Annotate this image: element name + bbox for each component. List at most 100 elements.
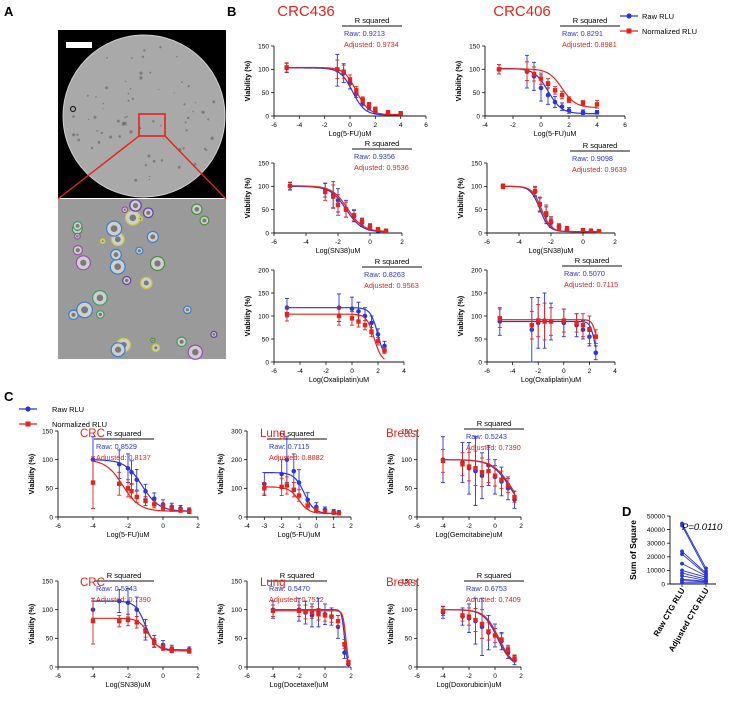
y-tick-label: 0 bbox=[408, 664, 412, 671]
y-axis-label: Viability (%) bbox=[456, 295, 465, 336]
raw-r-squared: Raw: 0.9356 bbox=[354, 152, 395, 161]
normalized-data-point bbox=[341, 69, 346, 74]
normalized-data-point bbox=[369, 329, 374, 335]
raw-data-point bbox=[369, 320, 374, 326]
dish-speck bbox=[212, 100, 216, 104]
normalized-data-point bbox=[532, 188, 538, 194]
dish-speck bbox=[116, 119, 120, 123]
dish-speck bbox=[149, 71, 152, 74]
normalized-data-point bbox=[335, 202, 341, 208]
x-tick-label: -2 bbox=[466, 673, 472, 680]
organoid-core bbox=[185, 308, 189, 312]
y-tick-label: 0 bbox=[408, 514, 412, 521]
x-tick-label: 2 bbox=[613, 239, 617, 246]
x-tick-label: -2 bbox=[279, 523, 285, 530]
normalized-data-point bbox=[473, 617, 478, 623]
adjusted-r-squared: Adjusted: 0.8882 bbox=[269, 453, 324, 462]
x-tick-label: -4 bbox=[482, 122, 488, 129]
x-tick-label: 2 bbox=[567, 122, 571, 129]
y-tick-label: 50 bbox=[473, 90, 481, 97]
normalized-data-point bbox=[125, 617, 131, 623]
normalized-data-point bbox=[90, 618, 96, 624]
normalized-data-point bbox=[542, 319, 547, 324]
dish-speck bbox=[124, 116, 127, 119]
raw-r-squared: Raw: 0.8529 bbox=[96, 442, 137, 451]
dish-speck bbox=[203, 147, 207, 151]
y-tick-label: 50 bbox=[475, 207, 483, 214]
y-tick-label: 150 bbox=[42, 578, 53, 585]
y-tick-label: 0 bbox=[478, 230, 482, 237]
organoid-core bbox=[192, 349, 199, 356]
r-squared-header: R squared bbox=[280, 429, 315, 438]
r-squared-header: R squared bbox=[365, 139, 400, 148]
pair-line bbox=[681, 523, 707, 569]
legend-c-raw-marker bbox=[25, 406, 31, 412]
panel-letter-b: B bbox=[227, 4, 236, 19]
normalized-data-point bbox=[117, 481, 122, 486]
dish-speck bbox=[124, 80, 127, 83]
x-tick-label: 4 bbox=[613, 368, 617, 375]
x-tick-label: 0 bbox=[368, 239, 372, 246]
raw-data-point bbox=[552, 99, 558, 105]
y-tick-label: 50000 bbox=[647, 513, 665, 520]
organoid-core bbox=[124, 278, 129, 283]
x-tick-label: 0 bbox=[562, 368, 566, 375]
y-tick-label: 150 bbox=[471, 160, 482, 167]
y-tick-label: 150 bbox=[258, 43, 269, 50]
dish-speck bbox=[130, 57, 133, 59]
adjusted-r-squared: Adjusted: 0.9536 bbox=[354, 163, 409, 172]
normalized-data-point bbox=[499, 477, 504, 482]
x-tick-label: -6 bbox=[271, 122, 277, 129]
normalized-data-point bbox=[316, 612, 321, 617]
x-tick-label: -2 bbox=[125, 523, 131, 530]
normalized-data-point bbox=[331, 194, 336, 199]
chart-c21: -6 -4 -2 0 2 0 50 100 150 Log(SN38)uM Viability (%… bbox=[27, 571, 200, 689]
y-tick-label: 0 bbox=[49, 664, 53, 671]
organoid-core bbox=[101, 240, 104, 243]
normalized-data-point bbox=[548, 219, 554, 224]
normalized-data-point bbox=[262, 486, 267, 491]
legend-b-raw-marker bbox=[626, 13, 632, 19]
x-tick-label: 2 bbox=[196, 673, 200, 680]
x-tick-label: 6 bbox=[424, 122, 428, 129]
x-tick-label: 0 bbox=[323, 673, 327, 680]
dish-speck bbox=[86, 94, 89, 97]
normalized-data-point bbox=[342, 641, 347, 647]
normalized-data-point bbox=[287, 183, 293, 189]
x-tick-label: 2 bbox=[349, 673, 353, 680]
x-tick-label: 0 bbox=[581, 239, 585, 246]
chart-b22: -6 -4 -2 0 2 0 50 100 150 Log(SN38)uM Viability (%… bbox=[456, 141, 630, 255]
x-axis-label: Log(5-FU)uM bbox=[329, 129, 372, 138]
organoid-core bbox=[151, 339, 154, 342]
adjusted-r-squared: Adjusted: 0.8981 bbox=[562, 40, 617, 49]
x-tick-label: -6 bbox=[271, 239, 277, 246]
cancer-type-title: Breast bbox=[386, 428, 420, 440]
x-tick-label: 0 bbox=[493, 673, 497, 680]
organoid-core bbox=[76, 234, 79, 238]
dish-speck bbox=[181, 81, 183, 84]
normalized-data-point bbox=[531, 71, 537, 77]
normalized-data-point bbox=[356, 319, 361, 324]
x-tick-label: 4 bbox=[595, 122, 599, 129]
x-tick-label: -6 bbox=[484, 368, 490, 375]
dish-speck bbox=[127, 92, 130, 95]
normalized-data-point bbox=[160, 644, 166, 650]
dish-speck bbox=[141, 55, 145, 58]
raw-data-point bbox=[125, 600, 131, 606]
dish-speck bbox=[160, 159, 164, 162]
raw-r-squared: Raw: 0.5470 bbox=[269, 584, 310, 593]
y-tick-label: 100 bbox=[258, 313, 269, 320]
normalized-data-point bbox=[367, 224, 373, 229]
dish-speck bbox=[148, 175, 151, 178]
normalized-data-point bbox=[362, 323, 368, 328]
y-axis-label: Viability (%) bbox=[243, 177, 252, 218]
panel-letter-a: A bbox=[4, 4, 14, 19]
y-axis-label: Sum of Square bbox=[628, 520, 638, 580]
normalized-data-point bbox=[552, 88, 558, 93]
y-axis-label: Viability (%) bbox=[27, 453, 36, 494]
raw-data-point bbox=[545, 92, 551, 98]
y-tick-label: 150 bbox=[471, 290, 482, 297]
chart-c23: -6 -4 -2 0 2 0 50 100 150 Log(Doxorubicin)uM Viabi… bbox=[386, 571, 524, 689]
y-tick-label: 200 bbox=[471, 267, 482, 274]
